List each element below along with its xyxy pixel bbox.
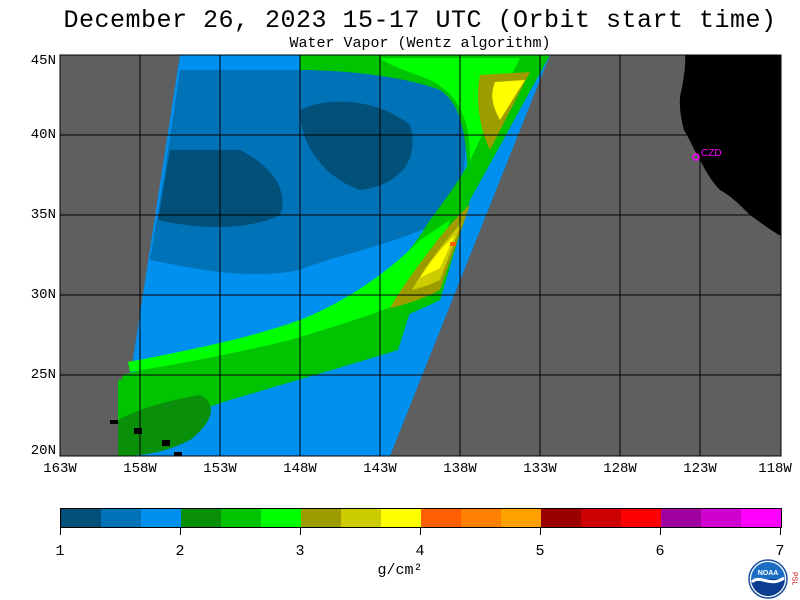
colorbar-swatch	[61, 509, 101, 527]
colorbar-swatch	[461, 509, 501, 527]
colorbar-swatch	[221, 509, 261, 527]
lat-label: 20N	[30, 443, 56, 459]
hawaiian-islands	[110, 420, 182, 456]
colorbar-swatch	[141, 509, 181, 527]
colorbar-tick	[300, 527, 301, 535]
lon-label: 128W	[603, 461, 637, 477]
noaa-logo-icon: NOAA PSL	[748, 559, 798, 599]
swath-green-south	[118, 312, 410, 456]
colorbar-label: 2	[175, 543, 185, 560]
colorbar-swatch	[621, 509, 661, 527]
colorbar-units: g/cm²	[377, 562, 423, 579]
swath-darkgreen-south	[118, 395, 211, 456]
colorbar-swatch	[581, 509, 621, 527]
colorbar-swatch	[181, 509, 221, 527]
swath-bright-green-band	[128, 220, 450, 372]
swath-darkest-blue-2	[300, 101, 413, 190]
swath-bright-yellow-band	[420, 235, 455, 278]
colorbar-label: 5	[535, 543, 545, 560]
station-marker	[692, 153, 700, 161]
swath-orange-spot	[450, 242, 456, 246]
colorbar-swatch	[501, 509, 541, 527]
lat-label: 30N	[30, 287, 56, 303]
north-america-land	[679, 55, 781, 236]
lon-label: 138W	[443, 461, 477, 477]
station-label: CZD	[701, 148, 722, 159]
colorbar-label: 3	[295, 543, 305, 560]
colorbar-swatch	[661, 509, 701, 527]
colorbar-swatch	[741, 509, 781, 527]
map-grid	[60, 55, 781, 456]
colorbar-swatch	[261, 509, 301, 527]
colorbar-label: 6	[655, 543, 665, 560]
map-title: December 26, 2023 15-17 UTC (Orbit start…	[63, 6, 777, 35]
lon-label: 133W	[523, 461, 557, 477]
swath-yellow-north	[492, 80, 525, 120]
lon-label: 123W	[683, 461, 717, 477]
colorbar-swatch	[101, 509, 141, 527]
map-subtitle: Water Vapor (Wentz algorithm)	[289, 35, 551, 52]
colorbar-tick	[420, 527, 421, 535]
colorbar-tick	[780, 527, 781, 535]
lat-label: 35N	[30, 207, 56, 223]
colorbar-swatch	[301, 509, 341, 527]
colorbar-label: 4	[415, 543, 425, 560]
lon-label: 163W	[43, 461, 77, 477]
lon-label: 143W	[363, 461, 397, 477]
lon-label: 148W	[283, 461, 317, 477]
colorbar-swatch	[421, 509, 461, 527]
colorbar-swatch	[381, 509, 421, 527]
colorbar-tick	[60, 527, 61, 535]
colorbar	[60, 508, 782, 528]
colorbar-tick	[180, 527, 181, 535]
logo-text: NOAA	[758, 570, 779, 577]
colorbar-tick	[540, 527, 541, 535]
lat-label: 25N	[30, 367, 56, 383]
lat-label: 45N	[30, 53, 56, 69]
logo-side-text: PSL	[791, 572, 798, 585]
colorbar-swatch	[541, 509, 581, 527]
lon-label: 153W	[203, 461, 237, 477]
map-frame	[59, 54, 782, 457]
colorbar-swatch	[701, 509, 741, 527]
water-vapor-map: CZD	[59, 54, 782, 457]
lon-label: 118W	[758, 461, 792, 477]
lon-label: 158W	[123, 461, 157, 477]
colorbar-tick	[660, 527, 661, 535]
lat-label: 40N	[30, 127, 56, 143]
colorbar-swatch	[341, 509, 381, 527]
swath-olive-band	[390, 205, 470, 308]
colorbar-label: 1	[55, 543, 65, 560]
colorbar-label: 7	[775, 543, 785, 560]
